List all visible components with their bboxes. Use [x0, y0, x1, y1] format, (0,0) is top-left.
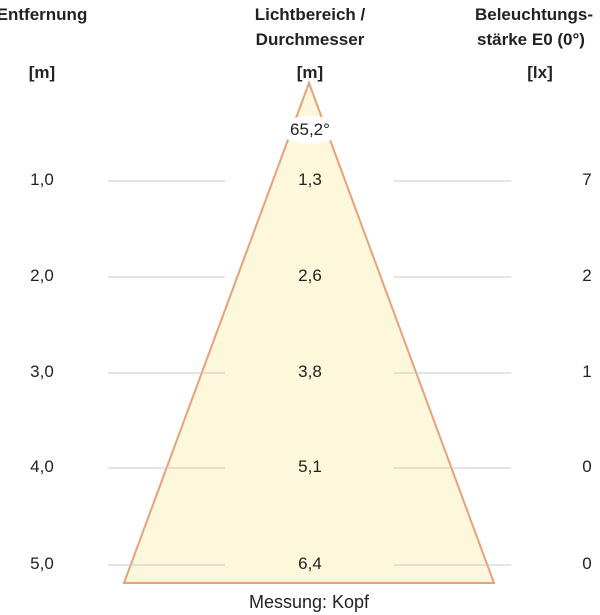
diameter-value: 2,6 — [298, 266, 322, 285]
diameter-value: 6,4 — [298, 554, 322, 573]
distance-value: 5,0 — [30, 554, 54, 573]
diameter-unit: [m] — [296, 63, 324, 82]
lux-value: 1 — [582, 362, 592, 381]
diameter-header-2: Durchmesser — [255, 30, 365, 49]
angle-label-bg — [280, 116, 340, 144]
illum-header-2: stärke E0 (0°) — [477, 30, 585, 49]
diameter-header-1: Lichtbereich / — [254, 5, 366, 24]
distance-value: 2,0 — [30, 266, 54, 285]
lux-value: 7 — [582, 170, 592, 189]
lux-value: 0 — [582, 457, 592, 476]
diameter-value: 1,3 — [298, 170, 322, 189]
lux-value: 0 — [582, 554, 592, 573]
lux-value: 2 — [582, 266, 592, 285]
distance-value: 4,0 — [30, 457, 54, 476]
illum-header-1: Beleuchtungs- — [474, 5, 594, 24]
footer-note: Messung: Kopf — [248, 592, 370, 612]
diameter-value: 5,1 — [298, 457, 322, 476]
distance-value: 3,0 — [30, 362, 54, 381]
distance-header: Entfernung — [0, 5, 88, 24]
distance-unit: [m] — [28, 63, 56, 82]
beam-angle: 65,2° — [290, 120, 330, 139]
illum-unit: [lx] — [527, 63, 553, 82]
diameter-value: 3,8 — [298, 362, 322, 381]
distance-value: 1,0 — [30, 170, 54, 189]
light-cone — [122, 80, 496, 584]
